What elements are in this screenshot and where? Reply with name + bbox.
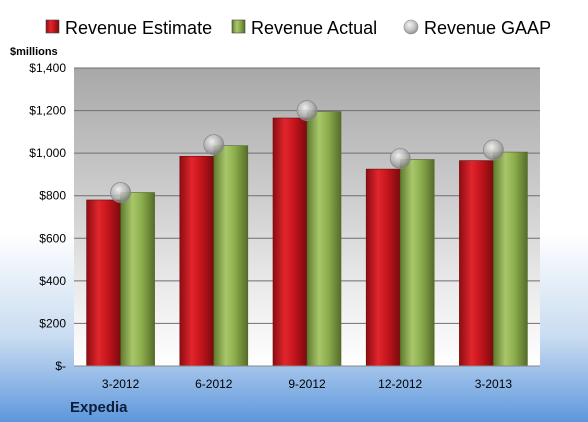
x-tick-label: 9-2012 (288, 377, 326, 391)
bar-revenue-actual (120, 192, 155, 367)
marker-revenue-gaap (203, 134, 225, 156)
bar-revenue-actual (306, 111, 342, 367)
legend-label: Revenue Actual (251, 18, 377, 38)
bars (86, 111, 528, 367)
y-tick-label: $800 (39, 189, 66, 203)
marker-revenue-gaap (389, 148, 411, 169)
legend-swatch (231, 19, 246, 34)
y-tick-label: $200 (39, 316, 66, 330)
y-axis-label: $millions (10, 46, 58, 58)
y-axis-ticks: $- $200 $400 $600 $800 $1,000 $1,200 $1,400 (29, 61, 66, 373)
bar-revenue-actual (213, 145, 249, 367)
legend-swatch (45, 19, 60, 34)
x-tick-label: 12-2012 (378, 377, 422, 391)
x-tick-label: 3-2013 (475, 377, 513, 391)
x-axis-ticks: 3-2012 6-2012 9-2012 12-2012 3-2013 (102, 377, 512, 391)
legend: Revenue Estimate Revenue Actual Revenue GA… (45, 18, 551, 38)
bar-revenue-estimate (86, 199, 121, 367)
x-tick-label: 3-2012 (102, 377, 140, 391)
bar-revenue-estimate (365, 168, 401, 367)
y-tick-label: $600 (39, 231, 66, 245)
gaap-markers (110, 100, 504, 203)
y-tick-label: $1,000 (29, 146, 66, 160)
y-tick-label: $- (55, 359, 66, 373)
marker-revenue-gaap (110, 182, 131, 203)
x-tick-label: 6-2012 (195, 377, 233, 391)
marker-revenue-gaap (296, 100, 318, 121)
y-tick-label: $400 (39, 274, 66, 288)
y-tick-label: $1,200 (29, 104, 66, 118)
bar-revenue-estimate (272, 117, 308, 367)
marker-revenue-gaap (482, 139, 504, 161)
bar-revenue-actual (493, 151, 528, 367)
bar-revenue-estimate (459, 160, 494, 367)
y-tick-label: $1,400 (29, 61, 66, 75)
legend-label: Revenue Estimate (65, 18, 212, 38)
company-name: Expedia (70, 399, 128, 416)
bar-revenue-actual (399, 159, 435, 367)
legend-label: Revenue GAAP (424, 18, 551, 38)
bar-revenue-estimate (179, 156, 215, 367)
legend-swatch (403, 19, 419, 35)
